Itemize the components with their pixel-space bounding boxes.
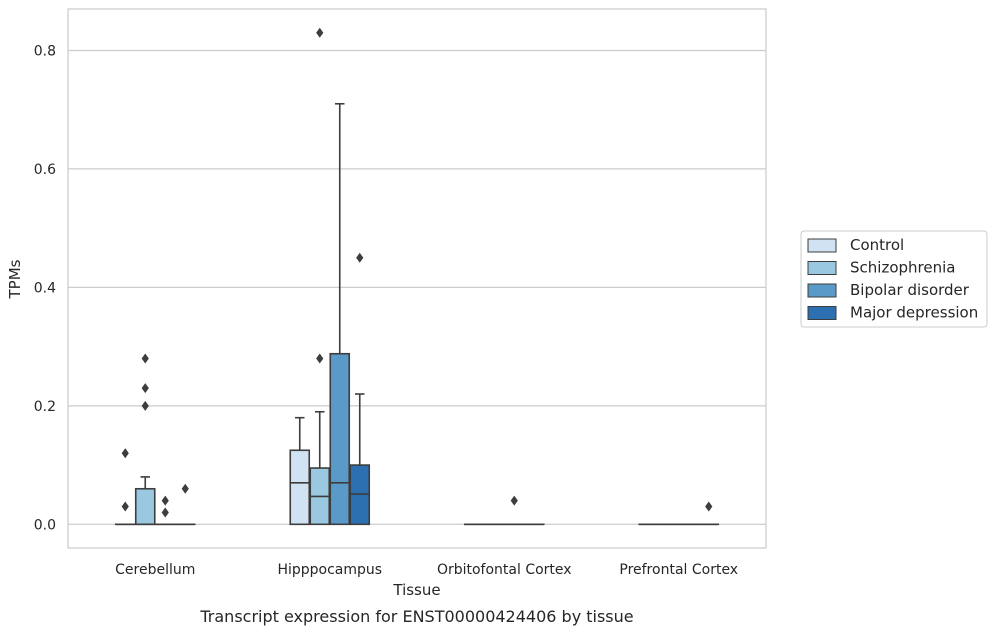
outlier-point (705, 501, 713, 512)
chart-caption: Transcript expression for ENST0000042440… (199, 607, 633, 626)
outlier-point (121, 448, 129, 459)
legend-frame (800, 230, 988, 328)
grid-lines (68, 49, 766, 525)
plot-frame (67, 8, 767, 549)
y-tick-label: 0.8 (34, 43, 56, 59)
box-group (134, 353, 156, 526)
box-plot-series (114, 27, 720, 526)
x-axis-ticks: Cerebellum Hipppocampus Orbitofontal Corte… (115, 562, 738, 578)
y-axis-ticks: 0.0 0.2 0.4 0.6 0.8 (34, 43, 56, 533)
box-body (289, 449, 311, 526)
box-body (329, 352, 351, 526)
outlier-point (161, 507, 169, 518)
y-tick-label: 0.2 (34, 399, 56, 415)
legend-label: Control (850, 236, 904, 254)
box-group (309, 27, 331, 526)
box-group (698, 501, 720, 526)
legend-swatch (807, 306, 837, 320)
box-group (154, 495, 176, 526)
box-body (134, 487, 156, 526)
outlier-point (141, 400, 149, 411)
outlier-point (181, 483, 189, 494)
box-group (114, 448, 136, 526)
legend-label: Schizophrenia (850, 259, 955, 277)
outlier-point (316, 27, 324, 38)
legend-label: Bipolar disorder (850, 281, 970, 299)
legend-swatch (807, 283, 837, 298)
box-group (503, 495, 525, 526)
outlier-point (141, 383, 149, 394)
outlier-point (161, 495, 169, 506)
outlier-point (356, 252, 364, 263)
x-axis-label: Tissue (392, 581, 440, 599)
y-tick-label: 0.0 (34, 517, 56, 533)
box-group (329, 102, 351, 526)
legend-swatch (807, 238, 837, 253)
x-tick-label: Prefrontal Cortex (619, 562, 738, 578)
legend-swatch (807, 261, 837, 275)
outlier-point (121, 501, 129, 512)
outlier-point (141, 353, 149, 364)
x-tick-label: Orbitofontal Cortex (437, 562, 572, 578)
box-group (349, 252, 371, 526)
box-group (174, 483, 196, 526)
y-tick-label: 0.6 (34, 162, 56, 178)
x-tick-label: Hipppocampus (277, 562, 382, 578)
box-group (289, 416, 311, 526)
y-axis-label: TPMs (6, 259, 24, 299)
outlier-point (316, 353, 324, 364)
outlier-point (510, 495, 518, 506)
legend-label: Major depression (850, 304, 978, 322)
legend: Control Schizophrenia Bipolar disorder Majo… (800, 230, 988, 328)
y-tick-label: 0.4 (34, 280, 56, 296)
x-tick-label: Cerebellum (115, 562, 195, 578)
